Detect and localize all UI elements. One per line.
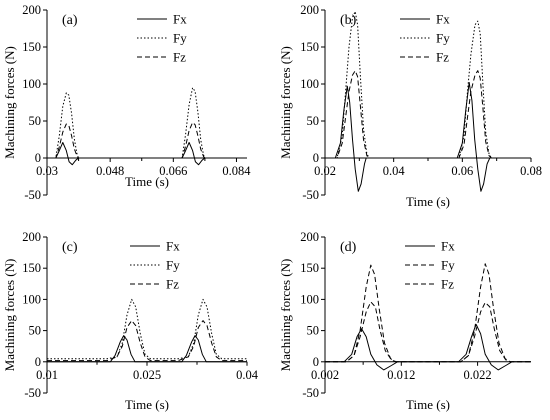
y-tick-label: 100 <box>300 77 319 91</box>
legend-label: Fx <box>441 239 455 254</box>
y-tick-label: 0 <box>313 355 319 369</box>
y-tick-label: 200 <box>300 3 319 17</box>
y-tick-label: 200 <box>300 230 319 244</box>
series-line-fy <box>47 87 247 159</box>
x-tick-label: 0.04 <box>236 368 259 382</box>
series-line-fz <box>325 301 531 363</box>
y-tick-label: 50 <box>29 324 42 338</box>
series-line-fy <box>325 11 531 159</box>
series-line-fz <box>47 122 247 159</box>
x-tick-label: 0.06 <box>451 164 473 178</box>
x-axis-title: Time (s) <box>125 397 169 412</box>
series-line-fy <box>325 263 531 363</box>
x-tick-label: 0.012 <box>387 368 415 382</box>
series-line-fx <box>325 323 531 371</box>
x-axis-title: Time (s) <box>406 194 450 209</box>
y-axis-title: Machining forces (N) <box>278 259 293 372</box>
y-tick-label: 150 <box>300 261 319 275</box>
y-tick-label: 150 <box>22 40 41 54</box>
panel-a: -50 0 50 100 150 200 0.03 0.048 0.066 0.084 Machin… <box>2 3 251 202</box>
y-tick-label: 100 <box>300 292 319 306</box>
series-line-fx <box>47 335 247 363</box>
x-tick-label: 0.04 <box>383 164 406 178</box>
legend-label: Fz <box>436 50 449 65</box>
y-axis-title: Machining forces (N) <box>2 46 17 159</box>
y-tick-label: 50 <box>29 114 42 128</box>
panel-label: (b) <box>340 13 357 28</box>
series-line-fz <box>325 70 531 159</box>
y-tick-label: 200 <box>22 230 41 244</box>
x-tick-label: 0.01 <box>36 368 58 382</box>
y-tick-label: 50 <box>307 114 320 128</box>
legend-label: Fy <box>436 31 450 46</box>
y-tick-label: -50 <box>24 386 41 400</box>
legend-label: Fx <box>436 12 450 27</box>
y-axis-title: Machining forces (N) <box>278 46 293 159</box>
y-tick-label: 150 <box>300 40 319 54</box>
y-tick-label: -50 <box>24 188 41 202</box>
x-tick-label: 0.066 <box>159 164 187 178</box>
y-tick-label: 0 <box>313 151 319 165</box>
legend-label: Fz <box>441 277 454 292</box>
x-tick-label: 0.022 <box>464 368 492 382</box>
x-tick-label: 0.048 <box>96 164 124 178</box>
panel-label: (d) <box>340 240 357 255</box>
y-tick-label: 0 <box>35 355 41 369</box>
legend-label: Fx <box>166 239 180 254</box>
series-line-fz <box>47 320 247 362</box>
panel-d: -50 0 50 100 150 200 0.002 0.012 0.022 Machining … <box>278 230 531 412</box>
x-tick-label: 0.025 <box>133 368 161 382</box>
y-tick-label: 150 <box>22 261 41 275</box>
x-tick-label: 0.03 <box>36 164 58 178</box>
legend-label: Fz <box>166 277 179 292</box>
x-axis-title: Time (s) <box>125 174 169 189</box>
panel-label: (c) <box>62 240 78 255</box>
y-tick-label: 100 <box>22 292 41 306</box>
x-tick-label: 0.002 <box>311 368 339 382</box>
x-tick-label: 0.08 <box>520 164 542 178</box>
x-tick-label: 0.084 <box>222 164 251 178</box>
y-tick-label: 0 <box>35 151 41 165</box>
panel-b: -50 0 50 100 150 200 0.02 0.04 0.06 0.08 Machining… <box>278 3 542 209</box>
panel-label: (a) <box>62 13 78 28</box>
series-line-fx <box>325 82 531 192</box>
legend-label: Fx <box>173 12 187 27</box>
series-line-fy <box>47 298 247 360</box>
legend-label: Fz <box>173 50 186 65</box>
y-tick-label: 50 <box>307 324 320 338</box>
legend-label: Fy <box>441 258 455 273</box>
legend-label: Fy <box>166 258 180 273</box>
y-tick-label: -50 <box>302 188 319 202</box>
y-tick-label: 100 <box>22 77 41 91</box>
x-tick-label: 0.02 <box>314 164 336 178</box>
legend-label: Fy <box>173 31 187 46</box>
y-tick-label: 200 <box>22 3 41 17</box>
panel-c: -50 0 50 100 150 200 0.01 0.025 0.04 Machining fo… <box>2 230 259 412</box>
y-axis-title: Machining forces (N) <box>2 259 17 372</box>
y-tick-label: -50 <box>302 386 319 400</box>
x-axis-title: Time (s) <box>406 397 450 412</box>
